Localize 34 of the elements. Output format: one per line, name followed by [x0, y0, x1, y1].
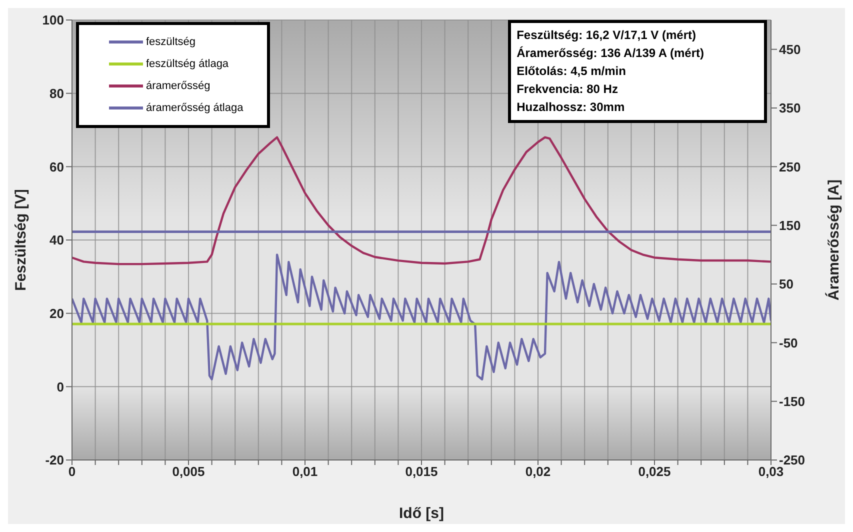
- annotation: Frekvencia: 80 Hz: [516, 81, 619, 98]
- legend-label: áramerősség átlaga: [146, 101, 244, 116]
- y-tick-label: 20: [50, 306, 64, 321]
- y2-tick-label: -50: [779, 335, 798, 350]
- y-tick-label: 60: [50, 159, 64, 174]
- line-series: [72, 254, 771, 380]
- y2-tick-label: 150: [779, 218, 801, 233]
- x-tick-label: 0,02: [525, 464, 551, 480]
- x-tick-label: 0,015: [405, 464, 438, 480]
- annotation: Huzalhossz: 30mm: [516, 99, 626, 116]
- legend-label: áramerősség: [146, 79, 210, 94]
- y-tick-label: 40: [50, 232, 64, 248]
- x-tick-label: 0: [68, 464, 76, 480]
- y2-tick-label: 50: [779, 276, 794, 292]
- x-axis-title: Idő [s]: [399, 505, 444, 522]
- x-tick-label: 0,005: [172, 464, 205, 480]
- y2-tick-label: 450: [779, 42, 801, 57]
- y2-tick-label: 350: [779, 100, 801, 116]
- x-tick-label: 0,01: [292, 464, 318, 480]
- x-tick-label: 0,025: [638, 464, 671, 480]
- annotation: Előtolás: 4,5 m/min: [516, 63, 627, 80]
- y-tick-label: 80: [50, 86, 64, 101]
- y-tick-label: 100: [42, 12, 64, 28]
- y-tick-label: -20: [45, 452, 64, 468]
- annotation: Feszültség: 16,2 V/17,1 V (mért): [516, 27, 697, 44]
- y2-axis-title: Áramerősség [A]: [824, 180, 842, 300]
- y2-tick-label: 250: [779, 159, 801, 174]
- line-series: [72, 136, 771, 266]
- y2-tick-label: -150: [779, 394, 806, 409]
- legend-label: feszültség: [146, 35, 196, 50]
- annotation: Áramerősség: 136 A/139 A (mért): [516, 45, 704, 62]
- y-axis-title: Feszültség [V]: [12, 189, 30, 291]
- y-tick-label: 0: [56, 379, 64, 394]
- legend-label: feszültség átlaga: [146, 57, 229, 72]
